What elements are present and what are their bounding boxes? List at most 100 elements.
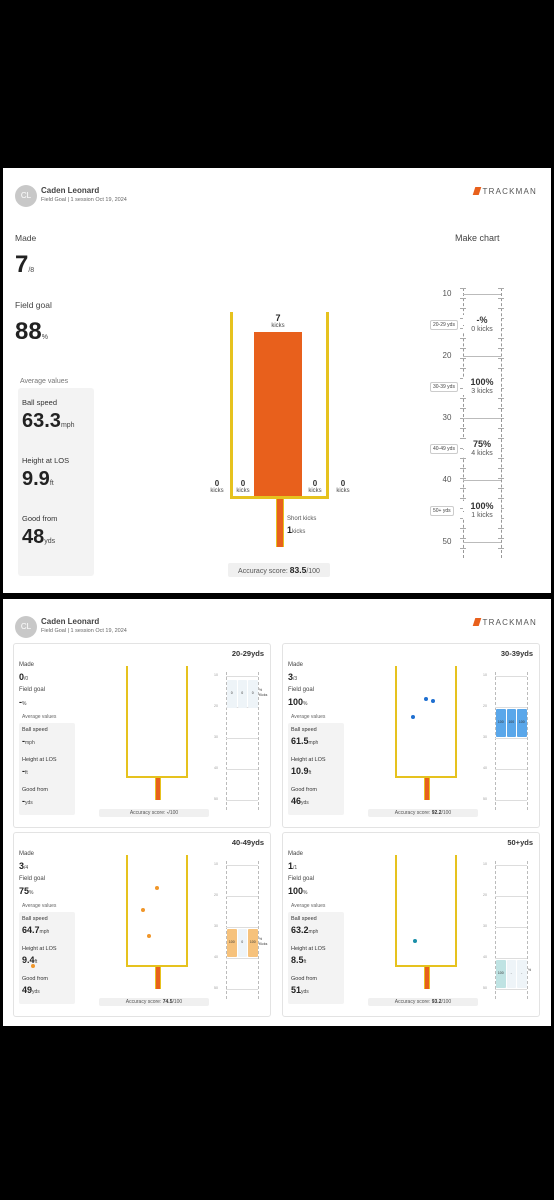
accuracy-value: 92.2 <box>431 810 442 816</box>
avatar[interactable]: CL <box>15 185 37 207</box>
rail-left <box>495 672 497 810</box>
rail-left <box>226 861 228 999</box>
height-value: -ft <box>22 766 28 776</box>
field-goal-label: Field goal <box>19 876 46 882</box>
mini-goal-post <box>391 855 461 993</box>
good-from-number: 48 <box>22 526 45 548</box>
goal-stem <box>424 967 430 989</box>
rail-tick <box>498 428 504 429</box>
accuracy-total: /100 <box>168 810 179 816</box>
rail-tick <box>498 498 504 499</box>
height-label: Height at LOS <box>22 757 57 763</box>
range-title: 50+yds <box>507 838 533 847</box>
rail-tick <box>460 478 466 479</box>
field-goal-label: Field goal <box>288 876 315 882</box>
good-from-unit: yds <box>25 800 33 806</box>
rail-tick <box>498 368 504 369</box>
kick-dot <box>424 697 429 701</box>
zone-kicks: 0 kicks <box>463 326 501 333</box>
zone-percent: -% <box>463 315 501 325</box>
ball-speed-unit: mph <box>39 929 50 935</box>
made-total: /8 <box>28 267 35 274</box>
height-unit: ft <box>308 770 312 776</box>
kick-dot <box>155 886 160 890</box>
average-values-panel: Average values Ball speed 64.7mph Height at… <box>19 903 75 1004</box>
yard-tick-label: 30 <box>483 735 487 739</box>
ball-speed-value: 63.2mph <box>291 925 318 935</box>
accuracy-label: Accuracy score: <box>238 568 288 575</box>
left-upright <box>126 855 128 967</box>
goal-stem <box>155 778 161 800</box>
range-panel: 30-39yds Made 3/3 Field goal 100% Average val… <box>282 643 540 828</box>
right-upright <box>186 855 188 967</box>
zone-bar-value: 0 <box>230 691 233 695</box>
crossbar <box>395 776 457 778</box>
short-kicks-count: 1 <box>287 525 293 535</box>
mini-goal-post <box>122 666 192 804</box>
right-upright <box>186 666 188 778</box>
rail-tick <box>498 308 504 309</box>
yard-tick-label: 30 <box>483 924 487 928</box>
rail-tick <box>460 408 466 409</box>
made-total: /1 <box>293 865 298 871</box>
ball-speed-value: 61.5mph <box>291 736 318 746</box>
player-name[interactable]: Caden Leonard <box>41 617 100 626</box>
ball-speed-number: 63.3 <box>22 410 61 432</box>
rail-tick <box>460 438 466 439</box>
session-info: Field Goal | 1 session Oct 19, 2024 <box>41 197 127 203</box>
made-label: Made <box>19 662 35 668</box>
crossbar <box>230 496 329 499</box>
yard-tick-label: 50 <box>214 797 218 801</box>
good-from-number: 46 <box>291 796 302 806</box>
mini-goal-post <box>31 855 192 993</box>
yard-line <box>463 294 501 295</box>
zone-percent: 75% <box>463 439 501 449</box>
yard-tick-label: 40 <box>442 475 452 484</box>
field-goal-percent: - <box>19 697 22 707</box>
rail-right <box>527 861 529 999</box>
make-chart-title: Make chart <box>455 233 500 243</box>
height-number: 9.4 <box>22 955 35 965</box>
average-values-title: Average values <box>20 378 69 385</box>
zone-highlight: 100 100 100 <box>496 709 527 737</box>
zone-bar: 100 <box>248 929 258 957</box>
zone-bar-value: 100 <box>508 720 515 724</box>
rail-tick <box>498 408 504 409</box>
field-goal-unit: % <box>303 701 308 707</box>
zone-bar: 100 <box>227 929 237 957</box>
yard-line <box>495 676 527 677</box>
yard-line <box>226 738 258 739</box>
yard-tick-label: 50 <box>442 537 452 546</box>
goal-stem <box>155 967 161 989</box>
rail-tick <box>460 288 466 289</box>
zone-highlight: 100 0 100% Kicks <box>227 929 267 957</box>
yard-tick-label: 40 <box>214 766 218 770</box>
average-values-panel: Average values Ball speed -mph Height at LO… <box>19 714 75 815</box>
height-label: Height at LOS <box>291 946 326 952</box>
ball-speed-value: 64.7mph <box>22 925 49 935</box>
card-header-2: CL Caden Leonard Field Goal | 1 session … <box>3 599 551 649</box>
rail-tick <box>460 358 466 359</box>
avatar[interactable]: CL <box>15 616 37 638</box>
height-unit: ft <box>303 959 307 965</box>
rail-tick <box>460 308 466 309</box>
average-values-panel: Average values Ball speed 63.2mph Height at… <box>288 903 344 1004</box>
rail-tick <box>498 508 504 509</box>
outer-right-kicks: kicks <box>336 488 350 494</box>
yard-rail-left <box>463 288 465 558</box>
zone-kicks-word: Kicks <box>259 693 268 697</box>
field-goal-value: 100% <box>288 697 307 707</box>
player-name[interactable]: Caden Leonard <box>41 186 100 195</box>
height-number: 9.9 <box>22 468 50 490</box>
right-upright <box>455 666 457 778</box>
session-info: Field Goal | 1 session Oct 19, 2024 <box>41 628 127 634</box>
brand-text: TRACKMAN <box>482 187 537 196</box>
zone-highlight: 0 0 0% Kicks <box>227 680 267 708</box>
zone-bar: 100 <box>496 960 506 988</box>
good-from-label: Good from <box>22 787 48 793</box>
zone-bar-value: 0 <box>241 940 244 944</box>
zone-bar: 0 <box>227 680 237 708</box>
field-goal-percent: 100 <box>288 886 304 896</box>
made-count: 3 <box>288 672 294 682</box>
rail-tick <box>498 448 504 449</box>
